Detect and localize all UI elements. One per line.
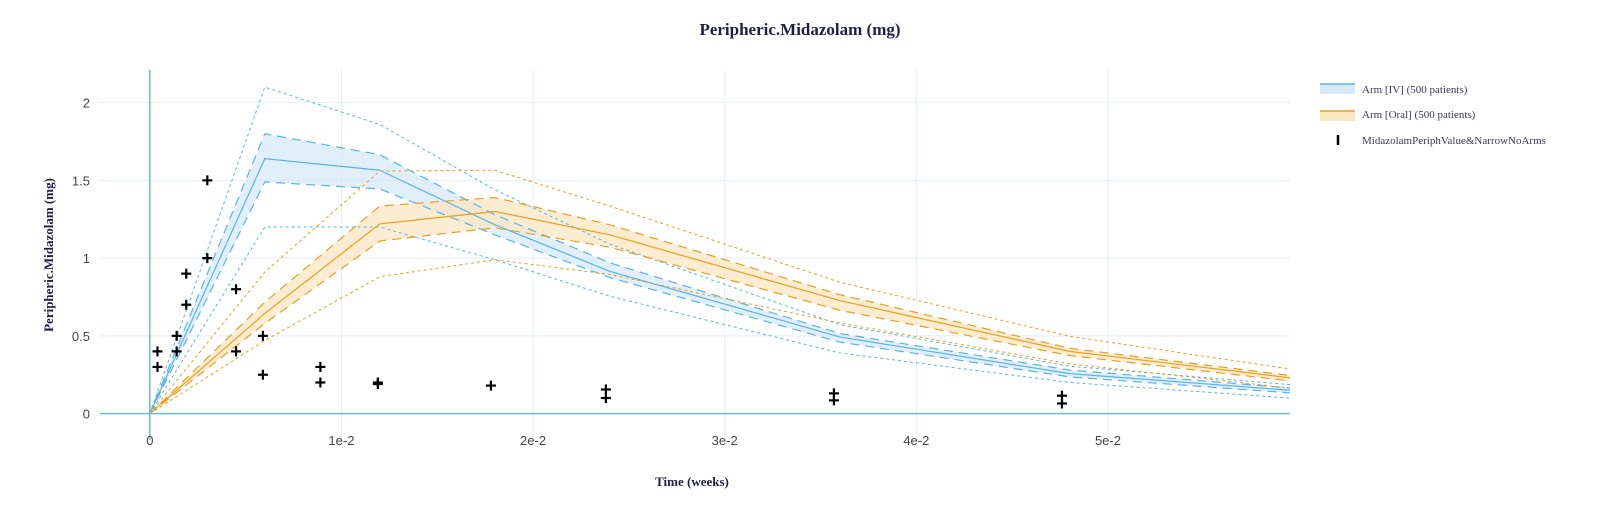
x-tick-label: 0 (146, 433, 153, 448)
y-axis-title: Peripheric.Midazolam (mg) (41, 178, 56, 332)
band-lower-oral (149, 227, 1291, 415)
observed-point (372, 379, 383, 390)
legend-item-observed[interactable]: MidazolamPeriphValue&NarrowNoArms (1336, 135, 1546, 147)
band-layer (149, 133, 1290, 414)
x-tick-label: 3e-2 (712, 433, 738, 448)
band-lower-iv (149, 181, 1291, 414)
observed-point (828, 395, 839, 406)
observed-point (171, 346, 182, 357)
outer-upper-iv (149, 86, 1291, 414)
x-tick-label: 2e-2 (520, 433, 546, 448)
observed-points (152, 175, 1067, 409)
legend-label-oral: Arm [Oral] (500 patients) (1362, 109, 1476, 121)
legend-swatch-iv-band (1320, 84, 1355, 94)
observed-point (315, 361, 326, 372)
chart-title: Peripheric.Midazolam (mg) (699, 20, 900, 39)
legend-label-iv: Arm [IV] (500 patients) (1362, 84, 1468, 96)
observed-point (257, 330, 268, 341)
y-tick-label: 0.5 (72, 329, 90, 344)
observed-point (231, 346, 242, 357)
y-tick-label: 1 (83, 251, 90, 266)
x-tick-label: 4e-2 (903, 433, 929, 448)
observed-point (231, 284, 242, 295)
observed-point (171, 330, 182, 341)
observed-point (257, 369, 268, 380)
y-tick-label: 2 (83, 96, 90, 111)
legend-label-observed: MidazolamPeriphValue&NarrowNoArms (1362, 135, 1546, 147)
observed-point (600, 393, 611, 404)
median-line-oral (149, 210, 1291, 415)
x-axis-title: Time (weeks) (655, 474, 729, 489)
outer-lower-oral (149, 259, 1291, 414)
x-tick-label: 1e-2 (328, 433, 354, 448)
observed-point (181, 299, 192, 310)
x-tick-label: 5e-2 (1095, 433, 1121, 448)
observed-point (485, 380, 496, 391)
legend: Arm [IV] (500 patients) Arm [Oral] (500 … (1320, 83, 1546, 147)
line-layer (149, 86, 1291, 415)
observed-point (315, 377, 326, 388)
outer-upper-oral (149, 169, 1291, 414)
observed-point (152, 346, 163, 357)
legend-item-iv[interactable]: Arm [IV] (500 patients) (1320, 83, 1468, 96)
observed-point (600, 384, 611, 395)
median-line-iv (149, 157, 1291, 414)
legend-swatch-oral-band (1320, 111, 1355, 121)
observed-point (1056, 398, 1067, 409)
observed-point (202, 253, 213, 264)
observed-point (202, 175, 213, 186)
axis-layer (100, 70, 1290, 440)
y-tick-labels: 0 0.5 1 1.5 2 (72, 96, 90, 422)
legend-item-oral[interactable]: Arm [Oral] (500 patients) (1320, 109, 1476, 121)
outer-lower-iv (149, 226, 1291, 414)
y-tick-label: 0 (83, 407, 90, 422)
x-tick-labels: 0 1e-2 2e-2 3e-2 4e-2 5e-2 (146, 433, 1121, 448)
observed-point (152, 361, 163, 372)
band-upper-iv (149, 133, 1291, 414)
observed-point (181, 268, 192, 279)
y-tick-label: 1.5 (72, 173, 90, 188)
band-upper-oral (149, 196, 1291, 415)
